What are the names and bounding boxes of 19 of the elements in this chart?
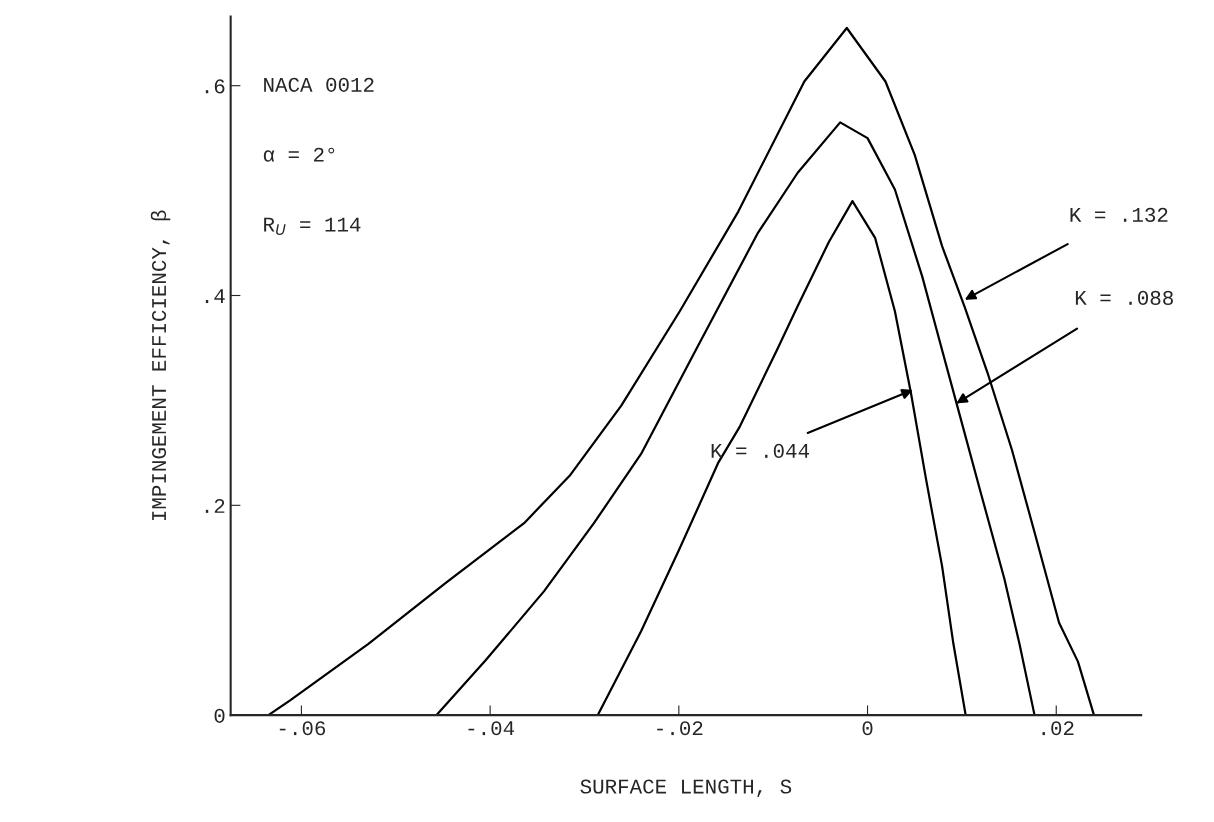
x-tick-label: -.02: [657, 721, 703, 736]
line-series: [596, 199, 967, 716]
x-axis-title: SURFACE LENGTH, S: [580, 779, 792, 798]
annotation: R$_{U}$ = 114: [264, 217, 361, 236]
line-series: [435, 121, 1036, 716]
annotation: NACA 0012: [264, 77, 374, 92]
y-tick-label: .4: [205, 289, 225, 304]
x-tick-label: -.04: [468, 721, 515, 736]
x-tick-label: .02: [1042, 721, 1074, 736]
annotation: K = .044: [711, 443, 809, 459]
annotation: α = 2°: [263, 147, 335, 162]
x-tick-label: -.06: [279, 721, 326, 736]
y-tick-label: 0: [214, 708, 225, 723]
annotation: K = .088: [1075, 290, 1173, 305]
y-tick-label: .2: [205, 498, 225, 513]
y-axis-title: IMPINGEMENT EFFICIENCY, β: [150, 210, 171, 521]
x-tick-label: 0: [862, 721, 873, 736]
y-tick-label: .6: [205, 79, 225, 94]
annotation: K = .132: [1070, 207, 1168, 222]
